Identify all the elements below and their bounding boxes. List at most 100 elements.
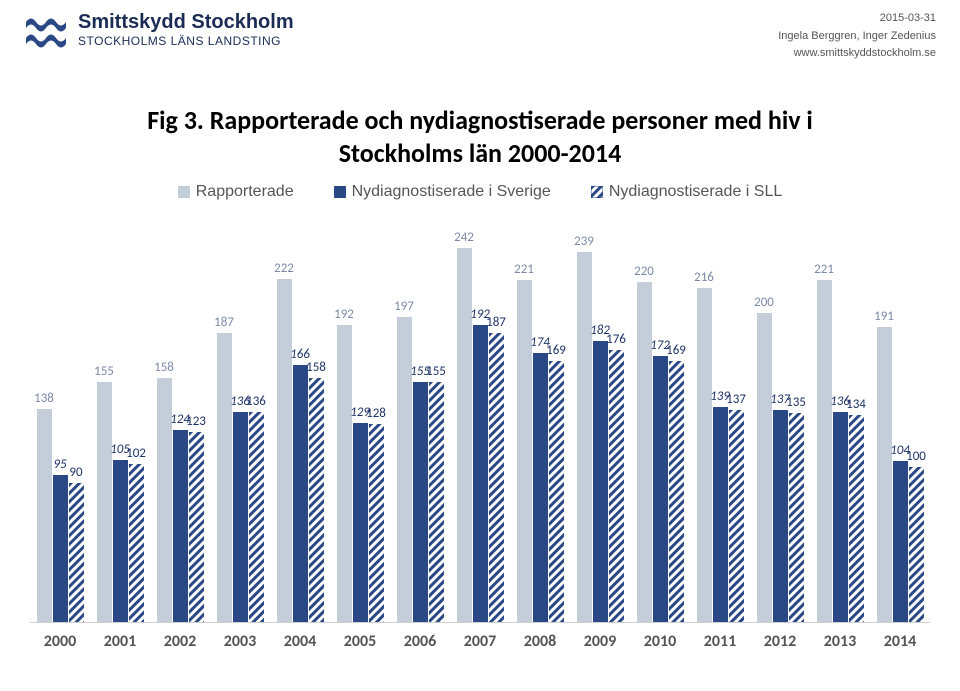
x-axis-label: 2009 [584, 632, 616, 651]
bar-group: 191104100 [870, 327, 930, 622]
plot-area: 1389590155105102158124123187136136222166… [30, 221, 930, 623]
bar-value-label: 176 [606, 332, 626, 347]
bar-group: 242192187 [450, 248, 510, 622]
bar-group: 239182176 [570, 252, 630, 622]
bar-value-label: 169 [546, 343, 566, 358]
bar-series-2: 176 [609, 350, 624, 622]
bar-series-2: 90 [69, 483, 84, 622]
x-axis-label: 2004 [284, 632, 316, 651]
bar-series-2: 137 [729, 410, 744, 622]
bar-value-label: 221 [514, 262, 534, 277]
x-axis-label: 2011 [704, 632, 736, 651]
bar-series-0: 155 [97, 382, 112, 622]
bar-group: 200137135 [750, 313, 810, 622]
bar-series-0: 197 [397, 317, 412, 622]
bar-series-2: 187 [489, 333, 504, 622]
bar-value-label: 102 [126, 446, 146, 461]
bar-group: 197155155 [390, 317, 450, 622]
bar-series-1: 174 [533, 353, 548, 622]
bar-series-2: 169 [669, 361, 684, 622]
legend-item-1: Nydiagnostiserade i Sverige [334, 183, 551, 201]
bar-value-label: 128 [366, 406, 386, 421]
bar-series-1: 192 [473, 325, 488, 622]
bar-group: 192129128 [330, 325, 390, 622]
bar-group: 158124123 [150, 378, 210, 622]
meta-date: 2015-03-31 [778, 10, 936, 28]
bar-series-1: 172 [653, 356, 668, 622]
legend-item-0: Rapporterade [178, 183, 294, 201]
legend-swatch-icon [178, 186, 190, 198]
bar-series-1: 129 [353, 423, 368, 622]
document-meta: 2015-03-31 Ingela Berggren, Inger Zedeni… [778, 10, 936, 63]
bar-series-2: 135 [789, 413, 804, 622]
bar-series-0: 222 [277, 279, 292, 622]
bar-group: 220172169 [630, 282, 690, 622]
bar-series-0: 187 [217, 333, 232, 622]
bar-series-1: 105 [113, 460, 128, 622]
bar-series-1: 124 [173, 430, 188, 622]
meta-url: www.smittskyddstockholm.se [778, 45, 936, 63]
bar-value-label: 200 [754, 295, 774, 310]
bar-series-0: 191 [877, 327, 892, 622]
bar-value-label: 242 [454, 230, 474, 245]
logo: Smittskydd Stockholm STOCKHOLMS LÄNS LAN… [24, 12, 294, 56]
bar-chart: 1389590155105102158124123187136136222166… [30, 221, 930, 651]
bar-series-1: 104 [893, 461, 908, 622]
bar-group: 1389590 [30, 409, 90, 622]
bar-series-2: 155 [429, 382, 444, 622]
x-axis-label: 2008 [524, 632, 556, 651]
x-axis-label: 2000 [44, 632, 76, 651]
bar-series-2: 128 [369, 424, 384, 622]
bar-value-label: 155 [426, 364, 446, 379]
bar-value-label: 155 [94, 364, 114, 379]
legend: Rapporterade Nydiagnostiserade i Sverige N… [0, 183, 960, 201]
bar-series-0: 242 [457, 248, 472, 622]
legend-label: Rapporterade [196, 183, 294, 201]
bar-value-label: 169 [666, 343, 686, 358]
bar-series-1: 137 [773, 410, 788, 622]
legend-swatch-icon [591, 186, 603, 198]
bar-group: 222166158 [270, 279, 330, 622]
bar-value-label: 221 [814, 262, 834, 277]
bar-series-1: 166 [293, 365, 308, 622]
bar-series-2: 158 [309, 378, 324, 622]
meta-authors: Ingela Berggren, Inger Zedenius [778, 28, 936, 46]
x-axis-label: 2005 [344, 632, 376, 651]
bar-series-1: 95 [53, 475, 68, 622]
bar-series-1: 182 [593, 341, 608, 622]
x-axis-label: 2012 [764, 632, 796, 651]
x-axis-label: 2014 [884, 632, 916, 651]
bar-series-0: 221 [517, 280, 532, 622]
bar-value-label: 134 [846, 397, 866, 412]
bar-value-label: 158 [154, 360, 174, 375]
legend-label: Nydiagnostiserade i SLL [609, 183, 782, 201]
bar-value-label: 191 [874, 309, 894, 324]
header: Smittskydd Stockholm STOCKHOLMS LÄNS LAN… [0, 0, 960, 80]
legend-swatch-icon [334, 186, 346, 198]
bar-group: 221136134 [810, 280, 870, 622]
bar-value-label: 100 [906, 449, 926, 464]
bar-value-label: 90 [69, 465, 82, 480]
bar-value-label: 136 [246, 394, 266, 409]
x-axis-label: 2006 [404, 632, 436, 651]
x-axis-label: 2013 [824, 632, 856, 651]
bar-series-2: 169 [549, 361, 564, 622]
x-axis-label: 2002 [164, 632, 196, 651]
bar-value-label: 123 [186, 414, 206, 429]
bar-series-1: 139 [713, 407, 728, 622]
bar-series-1: 155 [413, 382, 428, 622]
x-axis-label: 2003 [224, 632, 256, 651]
bar-value-label: 222 [274, 261, 294, 276]
waves-logo-icon [24, 12, 68, 56]
bar-series-0: 220 [637, 282, 652, 622]
bar-series-0: 200 [757, 313, 772, 622]
bar-value-label: 197 [394, 299, 414, 314]
bar-value-label: 239 [574, 234, 594, 249]
bar-value-label: 192 [334, 307, 354, 322]
bar-value-label: 137 [726, 392, 746, 407]
bar-series-1: 136 [233, 412, 248, 622]
bar-series-1: 136 [833, 412, 848, 622]
legend-item-2: Nydiagnostiserade i SLL [591, 183, 782, 201]
bar-group: 221174169 [510, 280, 570, 622]
bar-series-0: 138 [37, 409, 52, 622]
